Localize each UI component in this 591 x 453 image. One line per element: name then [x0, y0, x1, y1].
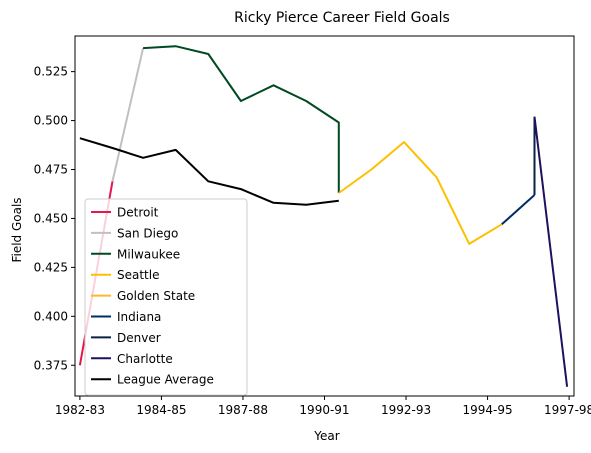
legend-label: Charlotte	[117, 352, 173, 366]
y-tick-label: 0.450	[34, 211, 68, 225]
series-line-san-diego	[111, 47, 145, 182]
series-line-indiana	[501, 194, 536, 226]
legend-label: Detroit	[117, 206, 159, 220]
y-tick-label: 0.475	[34, 163, 68, 177]
x-tick-label: 1987-88	[218, 403, 268, 417]
legend-label: Golden State	[117, 289, 195, 303]
x-tick-label: 1984-85	[136, 403, 186, 417]
y-tick-label: 0.500	[34, 114, 68, 128]
y-tick-label: 0.425	[34, 260, 68, 274]
y-axis-label: Field Goals	[10, 197, 24, 262]
x-tick-label: 1990-91	[299, 403, 349, 417]
x-tick-label: 1994-95	[463, 403, 513, 417]
chart-title: Ricky Pierce Career Field Goals	[234, 10, 450, 26]
axes: 1982-83 1984-85 1987-88 1990-91 1992-93 1994-…	[34, 35, 591, 417]
series-line-league-average	[79, 137, 339, 206]
series-line-seattle	[338, 141, 503, 245]
series-line-charlotte	[533, 116, 569, 387]
legend-label: Denver	[117, 331, 161, 345]
y-tick-label: 0.525	[34, 65, 68, 79]
legend-label: League Average	[117, 373, 214, 387]
y-tick-label: 0.400	[34, 309, 68, 323]
x-tick-label: 1997-98	[544, 403, 591, 417]
y-tick-label: 0.375	[34, 358, 68, 372]
series-line-milwaukee	[143, 45, 340, 193]
x-tick-label: 1992-93	[381, 403, 431, 417]
legend-label: Indiana	[117, 310, 161, 324]
legend-label: San Diego	[117, 226, 178, 240]
x-axis-label: Year	[313, 429, 339, 443]
legend-label: Milwaukee	[117, 247, 180, 261]
plot-area	[78, 45, 569, 387]
x-tick-label: 1982-83	[55, 403, 105, 417]
legend: Detroit San Diego Milwaukee Seattle Golden S…	[84, 198, 248, 396]
legend-label: Seattle	[117, 268, 159, 282]
legend-box	[84, 198, 248, 396]
